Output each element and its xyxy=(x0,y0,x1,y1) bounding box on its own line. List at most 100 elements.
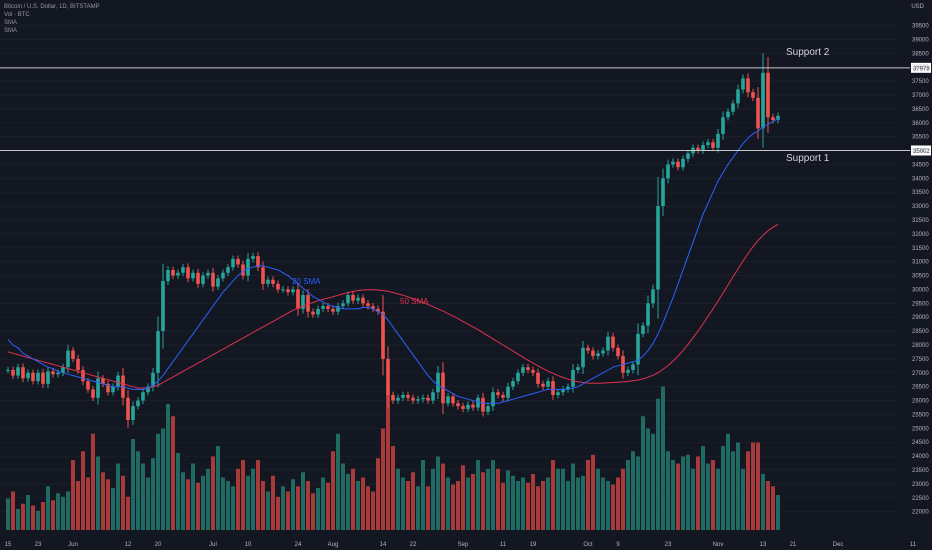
volume-bar xyxy=(71,460,75,530)
candle xyxy=(376,308,380,312)
y-tick-label: 30500 xyxy=(912,274,929,280)
candle xyxy=(521,367,525,373)
candle xyxy=(551,381,555,395)
candle xyxy=(541,383,545,387)
candle xyxy=(606,336,610,351)
volume-legend: Vol · BTC xyxy=(4,12,30,18)
volume-bar xyxy=(541,481,545,530)
candle xyxy=(336,306,340,312)
volume-bar xyxy=(96,456,100,530)
sma50-label: 50 SMA xyxy=(400,297,429,306)
y-tick-label: 33000 xyxy=(912,204,929,210)
volume-bar xyxy=(466,477,470,530)
sma-legend-1: SMA xyxy=(4,20,18,26)
volume-bar xyxy=(501,482,505,530)
y-tick-label: 34500 xyxy=(912,162,929,168)
candle xyxy=(591,350,595,357)
volume-bar xyxy=(56,493,60,530)
y-tick-label: 27500 xyxy=(912,357,929,363)
volume-bar xyxy=(771,486,775,530)
candle xyxy=(666,164,670,179)
volume-bar xyxy=(361,477,365,530)
candle xyxy=(16,367,20,376)
y-tick-label: 32000 xyxy=(912,232,929,238)
volume-bar xyxy=(566,481,570,530)
volume-bar xyxy=(486,468,490,530)
volume-bar xyxy=(346,474,350,530)
y-tick-label: 26500 xyxy=(912,385,929,391)
volume-bar xyxy=(696,456,700,530)
candle xyxy=(586,347,590,351)
volume-bar xyxy=(296,486,300,530)
candle xyxy=(281,289,285,291)
volume-bar xyxy=(406,481,410,530)
candle xyxy=(776,115,780,120)
candle xyxy=(571,370,575,387)
volume-bar xyxy=(631,451,635,530)
volume-bar xyxy=(136,451,140,530)
candle xyxy=(451,396,455,404)
volume-bar xyxy=(706,463,710,530)
candle xyxy=(356,297,360,301)
candle xyxy=(431,392,435,401)
volume-bar xyxy=(271,475,275,530)
candle xyxy=(416,399,420,401)
candle xyxy=(21,367,25,379)
candle xyxy=(676,161,680,168)
x-tick-label: 20 xyxy=(155,542,162,548)
x-tick-label: 11 xyxy=(910,542,917,548)
candle xyxy=(251,256,255,259)
candle xyxy=(276,283,280,290)
candle xyxy=(746,78,750,93)
support-price-tag xyxy=(911,145,931,156)
candle xyxy=(701,145,705,151)
volume-bar xyxy=(131,439,135,530)
volume-bar xyxy=(316,488,320,530)
y-tick-label: 38000 xyxy=(912,65,929,71)
volume-bar xyxy=(391,446,395,530)
y-tick-label: 33500 xyxy=(912,190,929,196)
candle xyxy=(371,306,375,309)
candle xyxy=(86,381,90,390)
volume-bar xyxy=(421,460,425,530)
candle xyxy=(546,381,550,387)
volume-bar xyxy=(21,503,25,530)
candle xyxy=(516,372,520,382)
candle xyxy=(476,397,480,408)
volume-bar xyxy=(736,442,740,530)
volume-bar xyxy=(721,446,725,530)
x-tick-label: 15 xyxy=(5,542,12,548)
volume-bar xyxy=(46,486,50,530)
volume-bar xyxy=(681,456,685,530)
y-tick-label: 39500 xyxy=(912,24,929,30)
volume-bar xyxy=(456,481,460,530)
candle xyxy=(671,161,675,165)
sma-legend-2: SMA xyxy=(4,28,18,34)
y-tick-label: 37000 xyxy=(912,93,929,99)
volume-bar xyxy=(331,451,335,530)
volume-bar xyxy=(256,460,260,530)
x-tick-label: Jul xyxy=(209,542,217,548)
volume-bar xyxy=(596,468,600,530)
volume-bar xyxy=(36,510,40,530)
time-axis: 15 23 Jun 12 20 Jul 10 24 Aug 14 22 Sep 11 19 Oct 9 23 No… xyxy=(5,542,917,548)
volume-bar xyxy=(686,454,690,530)
volume-bar xyxy=(741,468,745,530)
candle xyxy=(506,386,510,398)
x-tick-label: Sep xyxy=(458,542,469,548)
volume-bar xyxy=(151,458,155,530)
candle xyxy=(536,372,540,384)
candle xyxy=(56,372,60,375)
candle xyxy=(116,375,120,387)
candle xyxy=(576,367,580,370)
volume-bar xyxy=(751,442,755,530)
candle xyxy=(366,303,370,307)
candle xyxy=(771,117,775,120)
candle xyxy=(596,353,600,357)
candle xyxy=(631,364,635,370)
y-tick-label: 39000 xyxy=(912,37,929,43)
volume-bar xyxy=(266,491,270,530)
volume-bar xyxy=(6,498,10,530)
volume-bar xyxy=(156,433,160,530)
